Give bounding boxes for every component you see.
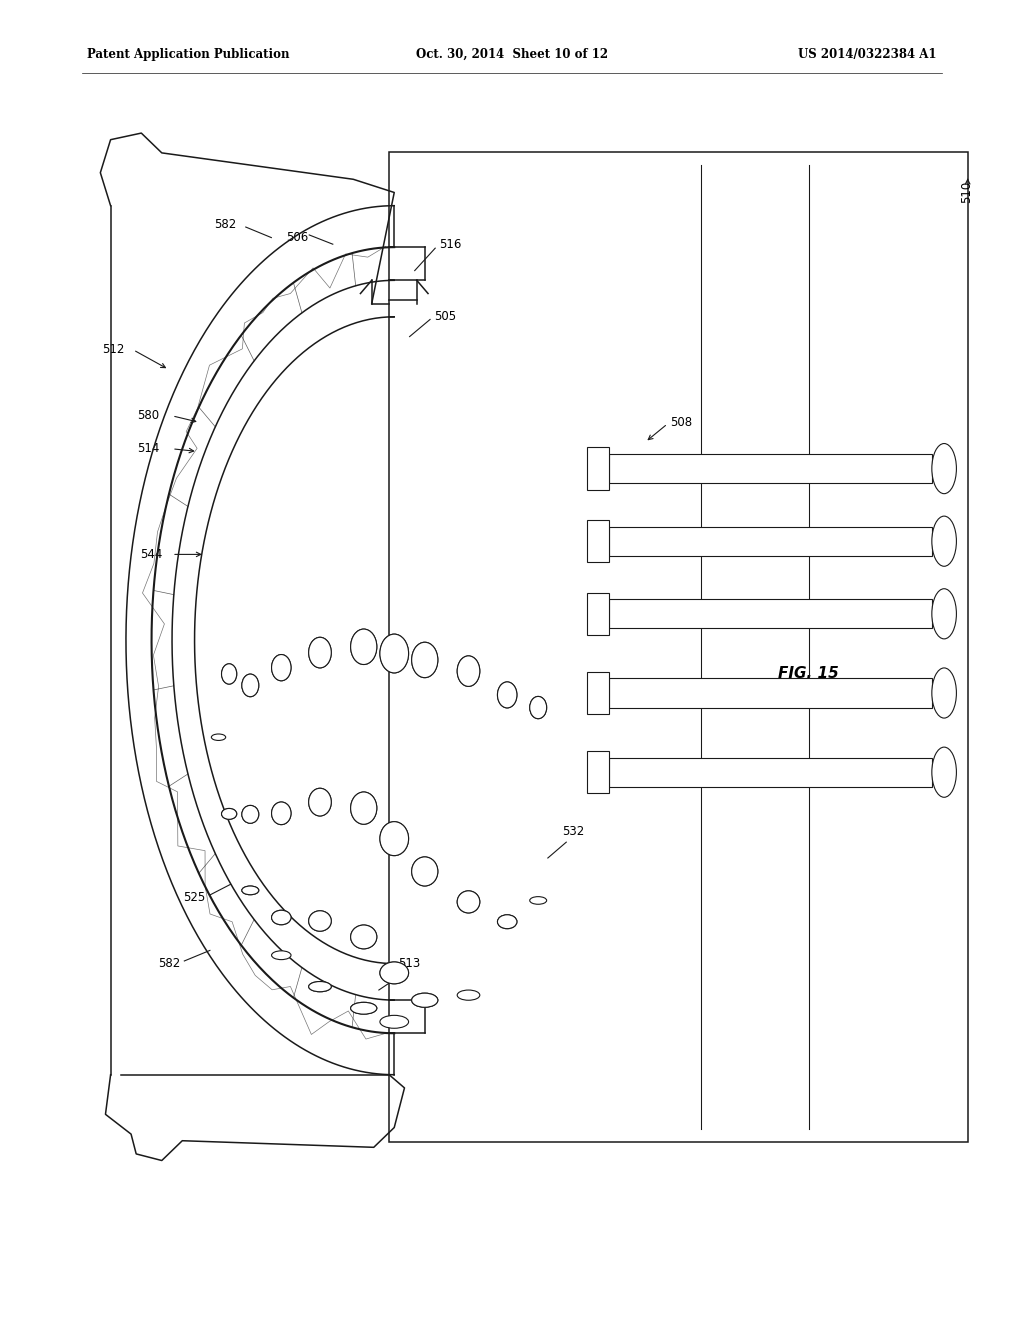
Ellipse shape: [380, 821, 409, 855]
Ellipse shape: [242, 675, 259, 697]
Ellipse shape: [242, 886, 259, 895]
Ellipse shape: [350, 925, 377, 949]
Ellipse shape: [308, 982, 332, 991]
Bar: [587, 447, 609, 490]
Ellipse shape: [221, 808, 237, 820]
Ellipse shape: [380, 1015, 409, 1028]
Ellipse shape: [932, 444, 956, 494]
Ellipse shape: [457, 656, 480, 686]
Ellipse shape: [350, 630, 377, 664]
Bar: [587, 593, 609, 635]
Ellipse shape: [221, 664, 237, 684]
Ellipse shape: [932, 516, 956, 566]
Ellipse shape: [350, 925, 377, 949]
Ellipse shape: [529, 896, 547, 904]
Ellipse shape: [271, 950, 291, 960]
Ellipse shape: [412, 643, 438, 677]
Text: 505: 505: [434, 310, 457, 323]
Ellipse shape: [242, 805, 259, 824]
Bar: [389, 152, 968, 1142]
Ellipse shape: [242, 675, 259, 697]
Ellipse shape: [380, 962, 409, 983]
Bar: [587, 751, 609, 793]
Ellipse shape: [498, 682, 517, 708]
Bar: [609, 758, 932, 787]
Text: 525: 525: [183, 891, 206, 904]
Ellipse shape: [412, 857, 438, 886]
Ellipse shape: [932, 747, 956, 797]
Ellipse shape: [380, 634, 409, 673]
Bar: [609, 599, 932, 628]
Ellipse shape: [308, 982, 332, 991]
Ellipse shape: [271, 803, 291, 825]
Ellipse shape: [308, 911, 332, 931]
Text: 506: 506: [286, 231, 308, 244]
Ellipse shape: [412, 857, 438, 886]
Ellipse shape: [457, 891, 480, 913]
Ellipse shape: [271, 911, 291, 925]
Ellipse shape: [271, 655, 291, 681]
Text: FIG. 15: FIG. 15: [778, 665, 839, 681]
Ellipse shape: [932, 589, 956, 639]
Bar: [609, 678, 932, 708]
Ellipse shape: [529, 697, 547, 718]
Bar: [609, 454, 932, 483]
Text: 516: 516: [439, 238, 462, 251]
Text: 580: 580: [137, 409, 160, 422]
Text: 544: 544: [140, 548, 163, 561]
Ellipse shape: [457, 656, 480, 686]
Ellipse shape: [350, 792, 377, 824]
Ellipse shape: [932, 668, 956, 718]
Ellipse shape: [308, 788, 332, 816]
Ellipse shape: [350, 792, 377, 824]
Ellipse shape: [242, 805, 259, 824]
Text: Oct. 30, 2014  Sheet 10 of 12: Oct. 30, 2014 Sheet 10 of 12: [416, 48, 608, 61]
Ellipse shape: [498, 915, 517, 929]
Ellipse shape: [350, 1002, 377, 1014]
Ellipse shape: [529, 697, 547, 718]
Ellipse shape: [242, 886, 259, 895]
Ellipse shape: [271, 803, 291, 825]
Bar: [587, 672, 609, 714]
Text: 510: 510: [961, 181, 974, 202]
Ellipse shape: [271, 655, 291, 681]
Ellipse shape: [308, 638, 332, 668]
Ellipse shape: [308, 638, 332, 668]
Ellipse shape: [380, 821, 409, 855]
Ellipse shape: [308, 911, 332, 931]
Text: 582: 582: [214, 218, 237, 231]
Ellipse shape: [211, 734, 225, 741]
Text: 508: 508: [670, 416, 692, 429]
Text: US 2014/0322384 A1: US 2014/0322384 A1: [799, 48, 937, 61]
Ellipse shape: [457, 891, 480, 913]
Bar: [587, 520, 609, 562]
Ellipse shape: [380, 634, 409, 673]
Text: 514: 514: [137, 442, 160, 455]
Text: 512: 512: [102, 343, 125, 356]
Ellipse shape: [412, 643, 438, 677]
Text: Patent Application Publication: Patent Application Publication: [87, 48, 290, 61]
Ellipse shape: [498, 915, 517, 929]
Text: 582: 582: [158, 957, 180, 970]
Ellipse shape: [308, 788, 332, 816]
Bar: [609, 527, 932, 556]
Text: 513: 513: [398, 957, 421, 970]
Ellipse shape: [412, 993, 438, 1007]
Ellipse shape: [221, 808, 237, 820]
Ellipse shape: [412, 993, 438, 1007]
Ellipse shape: [498, 682, 517, 708]
Ellipse shape: [221, 664, 237, 684]
Text: 532: 532: [562, 825, 585, 838]
Ellipse shape: [350, 1002, 377, 1014]
Ellipse shape: [380, 962, 409, 983]
Ellipse shape: [457, 990, 480, 1001]
Ellipse shape: [350, 630, 377, 664]
Ellipse shape: [271, 911, 291, 925]
